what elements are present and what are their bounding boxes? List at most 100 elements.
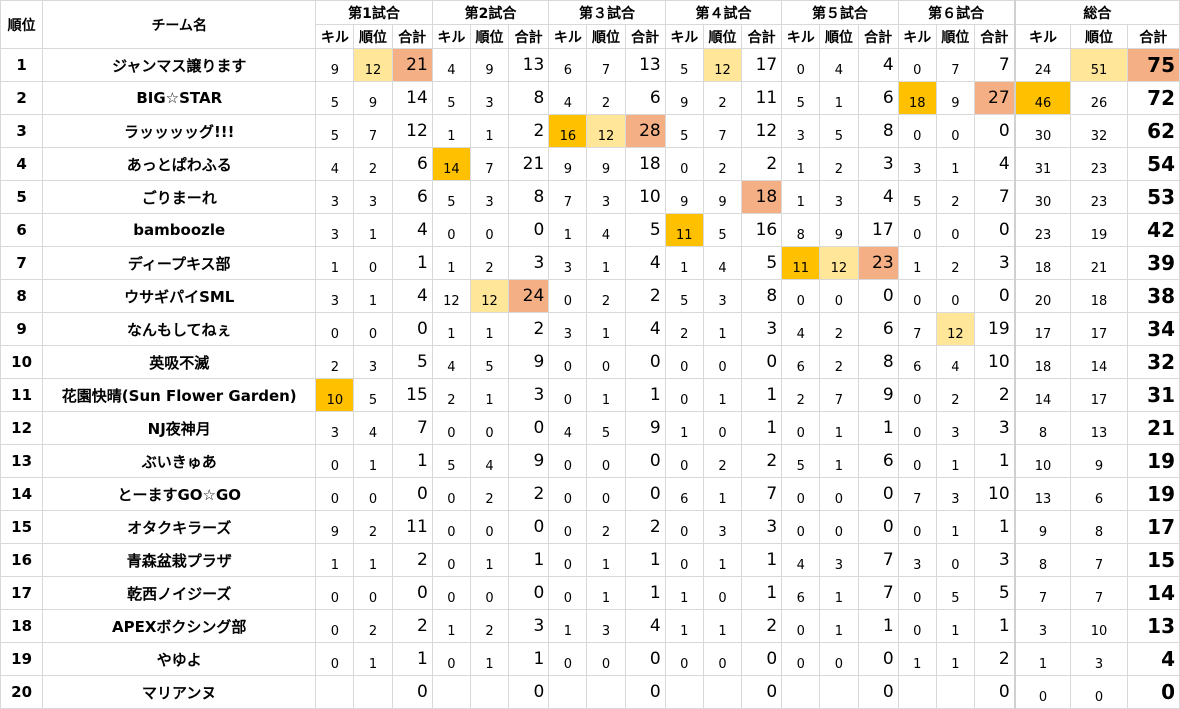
game-4-kill-cell: 1: [664, 246, 704, 280]
game-2-sum-cell: 0: [508, 576, 550, 610]
rank-cell: 11: [0, 378, 44, 412]
total-kill-cell: 13: [1013, 477, 1072, 511]
total-sub-sum: 合計: [1126, 24, 1180, 49]
game-6-place-cell: 0: [935, 279, 975, 313]
game-3-sub-place: 順位: [586, 24, 626, 49]
game-4-place-cell: 2: [702, 147, 743, 181]
game-4-place-cell: 7: [702, 114, 743, 148]
game-1-place-cell: [353, 675, 393, 709]
table-row: 20 マリアンヌ 0 0 0 0 0 0 0 0 0: [0, 675, 1180, 709]
game-1-kill-cell: 9: [315, 48, 355, 82]
header-row-sub: キル 順位 合計 キル 順位 合計 キル 順位 合計 キル 順位 合計 キル 順位 合計 キル 順位 合計 キル 順位…: [1, 24, 1180, 49]
game-5-kill-cell: 1: [781, 180, 821, 214]
total-kill-cell: 10: [1013, 444, 1072, 478]
game-2-place-cell: 3: [469, 180, 510, 214]
total-kill-cell: 18: [1013, 246, 1072, 280]
game-2-place-cell: 7: [469, 147, 510, 181]
game-2-sum-cell: 9: [508, 345, 550, 379]
game-6-place-cell: 12: [935, 312, 975, 346]
team-name-cell: NJ夜神月: [42, 411, 317, 445]
game-3-sum-cell: 5: [624, 213, 666, 247]
game-5-sum-cell: 17: [857, 213, 899, 247]
game-1-kill-cell: 0: [315, 477, 355, 511]
game-3-place-cell: 3: [586, 180, 626, 214]
game-1-place-cell: 7: [353, 114, 393, 148]
total-kill-cell: 9: [1013, 510, 1072, 544]
game-6-kill-cell: 7: [897, 312, 937, 346]
game-4-sum-cell: 2: [741, 147, 783, 181]
total-kill-cell: 7: [1013, 576, 1072, 610]
game-4-sum-cell: 0: [741, 345, 783, 379]
game-4-kill-cell: 0: [664, 510, 704, 544]
rank-cell: 16: [0, 543, 44, 577]
game-5-place-cell: 3: [819, 543, 859, 577]
game-1-sum-cell: 7: [391, 411, 433, 445]
total-place-cell: 0: [1070, 675, 1128, 709]
game-5-place-cell: 0: [819, 642, 859, 676]
game-3-kill-cell: 0: [548, 345, 588, 379]
game-2-sum-cell: 2: [508, 477, 550, 511]
game-5-kill-cell: 0: [781, 642, 821, 676]
game-5-sum-cell: 3: [857, 147, 899, 181]
team-name-cell: 乾西ノイジーズ: [42, 576, 317, 610]
total-sum-cell: 32: [1126, 345, 1180, 379]
total-kill-cell: 24: [1013, 48, 1072, 82]
game-6-place-cell: 0: [935, 543, 975, 577]
game-1-kill-cell: 0: [315, 642, 355, 676]
game-3-sum-cell: 0: [624, 444, 666, 478]
game-2-kill-cell: 0: [431, 411, 471, 445]
game-1-sub-sum: 合計: [391, 24, 433, 49]
game-6-place-cell: [935, 675, 975, 709]
game-3-kill-cell: 16: [548, 114, 588, 148]
game-2-kill-cell: 14: [431, 147, 471, 181]
game-1-sum-cell: 0: [391, 312, 433, 346]
game-1-sum-cell: 21: [391, 48, 433, 82]
game-2-sum-cell: 24: [508, 279, 550, 313]
team-name-cell: ごりまーれ: [42, 180, 317, 214]
total-kill-cell: 8: [1013, 543, 1072, 577]
game-6-place-cell: 9: [935, 81, 975, 115]
game-2-kill-cell: [431, 675, 471, 709]
table-row: 2 BIG☆STAR 5 9 14 5 3 8 4 2 6 9 2 11 5 1 6 18 9 27 46 26 72: [0, 81, 1180, 115]
team-name-cell: オタクキラーズ: [42, 510, 317, 544]
game-4-kill-cell: 0: [664, 444, 704, 478]
game-3-sum-cell: 13: [624, 48, 666, 82]
team-name-cell: 英吸不滅: [42, 345, 317, 379]
game-2-sum-cell: 2: [508, 312, 550, 346]
total-place-cell: 26: [1070, 81, 1128, 115]
game-5-kill-cell: 4: [781, 543, 821, 577]
game-2-sum-cell: 13: [508, 48, 550, 82]
table-row: 19 やゆよ 0 1 1 0 1 1 0 0 0 0 0 0 0 0 0 1 1 2 1 3 4: [0, 642, 1180, 676]
game-6-sum-cell: 1: [973, 510, 1016, 544]
game-5-header: 第５試合: [781, 0, 899, 25]
game-1-kill-cell: 4: [315, 147, 355, 181]
total-kill-cell: 20: [1013, 279, 1072, 313]
game-1-kill-cell: 5: [315, 81, 355, 115]
game-5-sum-cell: 1: [857, 609, 899, 643]
game-6-sum-cell: 3: [973, 246, 1016, 280]
team-name-cell: ジャンマス譲ります: [42, 48, 317, 82]
game-2-sum-cell: 0: [508, 213, 550, 247]
rank-cell: 1: [0, 48, 44, 82]
game-1-place-cell: 4: [353, 411, 393, 445]
game-2-kill-cell: 0: [431, 213, 471, 247]
team-name-cell: やゆよ: [42, 642, 317, 676]
game-6-kill-cell: 3: [897, 147, 937, 181]
total-kill-cell: 14: [1013, 378, 1072, 412]
game-4-sum-cell: 7: [741, 477, 783, 511]
game-5-kill-cell: 0: [781, 609, 821, 643]
game-6-kill-cell: 0: [897, 114, 937, 148]
game-4-kill-cell: 0: [664, 147, 704, 181]
game-2-kill-cell: 0: [431, 576, 471, 610]
game-1-sum-cell: 1: [391, 246, 433, 280]
game-6-sum-cell: 10: [973, 477, 1016, 511]
table-row: 15 オタクキラーズ 9 2 11 0 0 0 0 2 2 0 3 3 0 0 0 0 1 1 9 8 17: [0, 510, 1180, 544]
game-4-sub-sum: 合計: [741, 24, 783, 49]
game-4-sum-cell: 18: [741, 180, 783, 214]
game-2-sum-cell: 21: [508, 147, 550, 181]
game-5-kill-cell: 3: [781, 114, 821, 148]
game-4-kill-cell: 9: [664, 81, 704, 115]
game-5-sum-cell: 6: [857, 312, 899, 346]
game-2-sum-cell: 9: [508, 444, 550, 478]
game-1-sum-cell: 1: [391, 642, 433, 676]
